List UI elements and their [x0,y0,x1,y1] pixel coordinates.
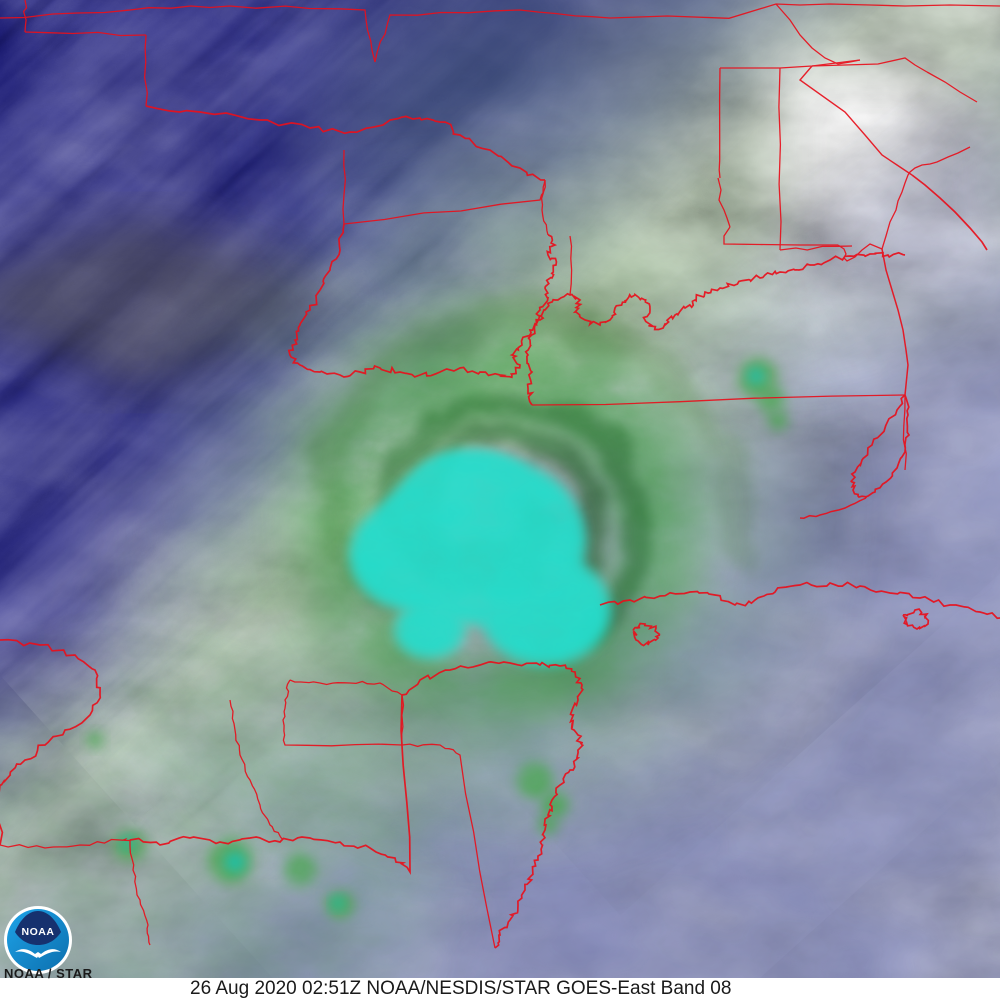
svg-text:26 Aug 2020 02:51Z NOAA/NESDIS: 26 Aug 2020 02:51Z NOAA/NESDIS/STAR GOES… [190,978,731,999]
svg-text:NOAA: NOAA [22,926,55,938]
